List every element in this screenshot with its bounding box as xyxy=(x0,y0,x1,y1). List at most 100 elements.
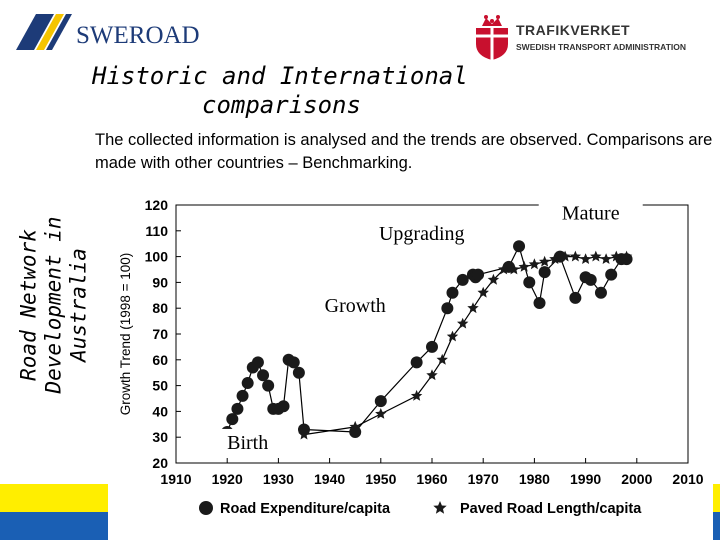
page-title-line2: comparisons xyxy=(202,91,361,119)
x-tick-label: 1920 xyxy=(212,471,243,487)
y-axis-label: Growth Trend (1998 = 100) xyxy=(118,253,133,415)
data-point-paved-road-length xyxy=(410,389,423,401)
y-tick-label: 30 xyxy=(152,429,168,445)
plot-area xyxy=(175,204,689,464)
data-point-paved-road-length xyxy=(600,253,612,264)
data-point-road-expenditure xyxy=(554,250,566,263)
data-point-paved-road-length xyxy=(436,353,448,365)
sweroad-logo-text: SWEROAD xyxy=(76,22,200,49)
legend-label-road-expenditure: Road Expenditure/capita xyxy=(220,501,391,517)
y-tick-label: 50 xyxy=(152,378,168,394)
data-point-paved-road-length xyxy=(446,330,459,342)
data-point-road-expenditure xyxy=(277,400,290,413)
data-point-road-expenditure xyxy=(251,356,264,369)
yellow-strip xyxy=(0,484,108,512)
data-point-road-expenditure xyxy=(262,379,275,392)
annotation-box xyxy=(359,219,484,246)
annotation-label: Upgrading xyxy=(379,223,465,245)
x-tick-label: 2010 xyxy=(672,471,703,487)
data-point-paved-road-length xyxy=(590,250,602,262)
yellow-edge-strip xyxy=(713,484,720,512)
annotation-box xyxy=(207,428,288,455)
data-point-paved-road-length xyxy=(518,260,530,272)
data-point-road-expenditure xyxy=(513,240,526,253)
data-point-road-expenditure xyxy=(569,291,582,304)
y-tick-label: 90 xyxy=(152,274,168,290)
y-tick-label: 60 xyxy=(152,352,168,368)
trafikverket-logo: TRAFIKVERKET SWEDISH TRANSPORT ADMINISTR… xyxy=(470,12,715,62)
x-tick-label: 1990 xyxy=(570,471,601,487)
data-point-road-expenditure xyxy=(456,273,469,286)
data-point-road-expenditure xyxy=(287,356,300,369)
data-point-road-expenditure xyxy=(594,286,607,299)
data-point-road-expenditure xyxy=(257,369,270,382)
legend-marker-road-expenditure xyxy=(199,501,213,515)
annotation-label: Mature xyxy=(562,202,620,224)
side-label: Road Network Development in Australia xyxy=(16,216,91,394)
y-tick-label: 100 xyxy=(145,249,169,265)
x-tick-label: 1960 xyxy=(416,471,447,487)
blue-edge-strip xyxy=(713,512,720,540)
data-point-road-expenditure xyxy=(236,389,249,402)
data-point-road-expenditure xyxy=(298,423,310,436)
y-tick-label: 80 xyxy=(152,300,168,316)
x-tick-label: 1940 xyxy=(314,471,345,487)
data-point-road-expenditure xyxy=(374,395,387,408)
annotation-box xyxy=(538,199,643,226)
y-tick-label: 20 xyxy=(152,455,168,471)
data-point-paved-road-length xyxy=(538,255,551,267)
data-point-paved-road-length xyxy=(477,286,489,298)
y-tick-label: 70 xyxy=(152,326,168,342)
x-tick-label: 2000 xyxy=(621,471,652,487)
data-point-paved-road-length xyxy=(426,369,438,381)
data-point-paved-road-length xyxy=(569,250,582,262)
data-point-paved-road-length xyxy=(579,253,592,264)
data-point-road-expenditure xyxy=(226,413,239,426)
sweroad-stripes-icon xyxy=(16,14,72,50)
growth-trend-chart: 20 30 40 50 60 70 80 90 100 110 120 1910 1920 1930 194… xyxy=(118,197,704,517)
data-point-road-expenditure xyxy=(349,426,362,439)
y-tick-label: 40 xyxy=(152,403,168,419)
trafikverket-subtitle: SWEDISH TRANSPORT ADMINISTRATION xyxy=(516,42,686,52)
page-subtitle: The collected information is analysed an… xyxy=(95,131,713,172)
data-point-road-expenditure xyxy=(472,268,485,281)
data-point-road-expenditure xyxy=(446,286,459,299)
data-point-paved-road-length xyxy=(487,273,500,285)
data-point-road-expenditure xyxy=(523,276,536,289)
legend-marker-paved-road-length xyxy=(433,501,447,514)
data-point-road-expenditure xyxy=(426,340,438,353)
x-tick-label: 1930 xyxy=(263,471,294,487)
data-point-road-expenditure xyxy=(231,402,244,415)
data-point-road-expenditure xyxy=(502,260,515,273)
y-tick-label: 120 xyxy=(145,197,169,213)
data-point-road-expenditure xyxy=(241,377,254,390)
data-point-road-expenditure xyxy=(292,366,305,379)
crown-shield-icon xyxy=(476,15,508,60)
trafikverket-name: TRAFIKVERKET xyxy=(516,22,631,38)
data-point-road-expenditure xyxy=(533,297,546,310)
data-point-paved-road-length xyxy=(528,258,541,270)
sweroad-logo: SWEROAD xyxy=(12,14,202,54)
data-point-paved-road-length xyxy=(457,317,469,329)
data-point-road-expenditure xyxy=(584,273,597,286)
page-title: Historic and International comparisons xyxy=(92,62,492,120)
x-tick-label: 1950 xyxy=(365,471,396,487)
data-point-paved-road-length xyxy=(467,302,479,314)
data-point-road-expenditure xyxy=(620,253,633,266)
data-point-paved-road-length xyxy=(375,408,387,419)
annotation-box xyxy=(311,292,400,319)
legend-label-paved-road-length: Paved Road Length/capita xyxy=(460,501,642,517)
y-tick-label: 110 xyxy=(145,223,168,239)
data-point-road-expenditure xyxy=(538,266,551,279)
blue-strip xyxy=(0,512,108,540)
annotation-label: Growth xyxy=(325,295,386,317)
data-point-road-expenditure xyxy=(441,302,454,315)
data-point-road-expenditure xyxy=(410,356,423,369)
side-label-box: Road Network Development in Australia xyxy=(0,175,108,435)
data-point-road-expenditure xyxy=(605,268,618,281)
annotation-label: Birth xyxy=(227,432,268,454)
page-title-line1: Historic and International xyxy=(92,62,468,90)
x-tick-label: 1980 xyxy=(519,471,550,487)
x-tick-label: 1970 xyxy=(468,471,499,487)
x-tick-label: 1910 xyxy=(160,471,191,487)
